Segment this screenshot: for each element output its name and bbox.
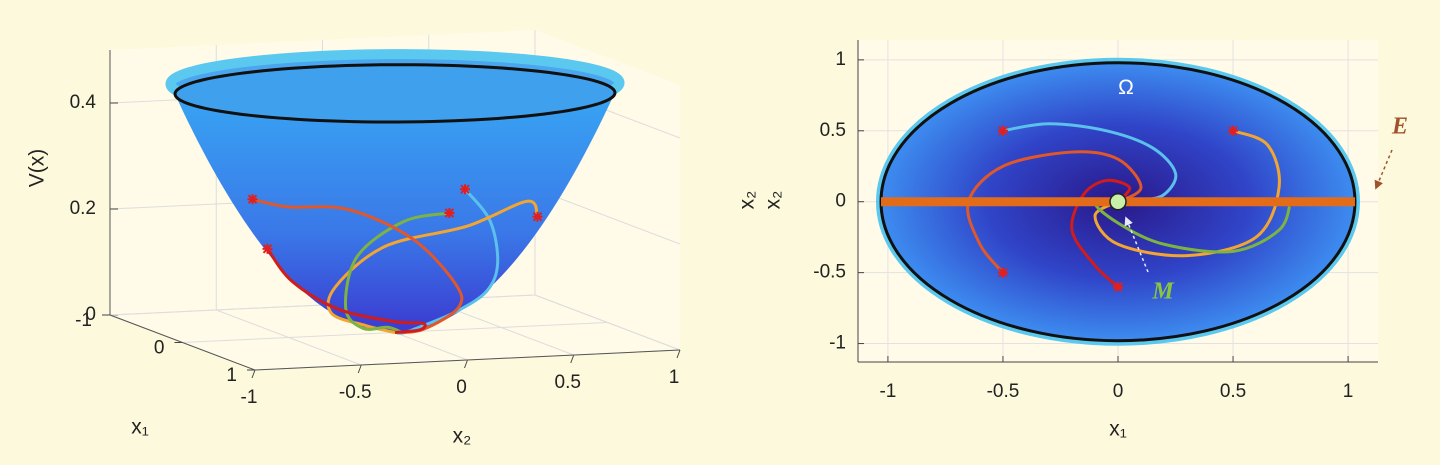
y-tick-label: 0.5 bbox=[555, 372, 581, 393]
y-axis-label: x₂ bbox=[762, 191, 785, 210]
start-marker bbox=[997, 125, 1008, 136]
level-set bbox=[173, 63, 617, 124]
axis-line bbox=[254, 349, 681, 371]
x-tick-label: 0.5 bbox=[1220, 381, 1246, 402]
equilibrium-point bbox=[1109, 192, 1127, 211]
region-label: Ω bbox=[1118, 76, 1134, 99]
x-axis-label: x₁ bbox=[1109, 418, 1127, 441]
trajectory-3d bbox=[326, 199, 539, 334]
y-tick-label: -0.5 bbox=[339, 382, 372, 403]
tick-mark bbox=[676, 349, 681, 359]
z-axis-label: V(x) bbox=[26, 149, 49, 188]
point-label: M bbox=[1151, 279, 1175, 305]
start-marker bbox=[1228, 125, 1239, 136]
y-tick-label: -1 bbox=[241, 387, 258, 408]
y-tick-label: 1 bbox=[835, 49, 846, 70]
trajectory-3d bbox=[344, 211, 450, 335]
start-marker bbox=[247, 194, 258, 205]
y-axis-label: x₂ bbox=[453, 425, 472, 448]
y-tick-label: 0.5 bbox=[820, 120, 846, 141]
tick-mark bbox=[357, 364, 362, 374]
z-tick-label: 0.4 bbox=[70, 92, 97, 113]
x-tick-label: 1 bbox=[1343, 381, 1354, 402]
trajectory-3d bbox=[266, 247, 427, 334]
axis-line bbox=[109, 314, 256, 371]
z-tick-label: 0.2 bbox=[70, 198, 96, 219]
x-tick-label: -0.5 bbox=[987, 381, 1020, 402]
tick-mark bbox=[251, 369, 256, 379]
start-marker bbox=[997, 267, 1008, 278]
y-tick-label: -0.5 bbox=[813, 262, 846, 283]
start-marker bbox=[460, 184, 470, 195]
start-marker bbox=[444, 208, 455, 219]
annotation-arrow bbox=[1374, 149, 1393, 190]
start-marker bbox=[532, 211, 543, 222]
trajectory-3d bbox=[252, 197, 464, 334]
tick-mark bbox=[570, 354, 575, 364]
x-tick-label: 1 bbox=[226, 365, 237, 386]
phase-plot: -1 -0.5 0 0.5 1 -1 -0.5 0 0.5 1 x₁ x₂ x₂ Ω E M bbox=[736, 40, 1408, 441]
y-tick-label: 1 bbox=[669, 367, 680, 388]
y-tick-label: 0 bbox=[456, 377, 467, 398]
start-marker bbox=[1113, 281, 1123, 292]
x-tick-label: 0 bbox=[1113, 381, 1124, 402]
x-tick-label: 0 bbox=[154, 338, 165, 359]
x-axis-label: x₁ bbox=[131, 416, 149, 439]
annotation-arrow bbox=[1124, 216, 1149, 273]
region-outer bbox=[876, 57, 1360, 346]
start-marker bbox=[262, 243, 273, 254]
trajectory bbox=[966, 150, 1143, 274]
x-tick-label: -1 bbox=[879, 381, 896, 402]
equilibrium-label: E bbox=[1391, 114, 1408, 140]
z-tick-label: 0 bbox=[85, 304, 96, 325]
x-tick-label: -1 bbox=[75, 310, 92, 331]
y-tick-label: 0 bbox=[835, 191, 846, 212]
y-tick-label: -1 bbox=[829, 333, 846, 354]
y-axis-label: x₂ bbox=[736, 191, 759, 210]
tick-mark bbox=[464, 359, 468, 369]
trajectory bbox=[1070, 178, 1132, 288]
